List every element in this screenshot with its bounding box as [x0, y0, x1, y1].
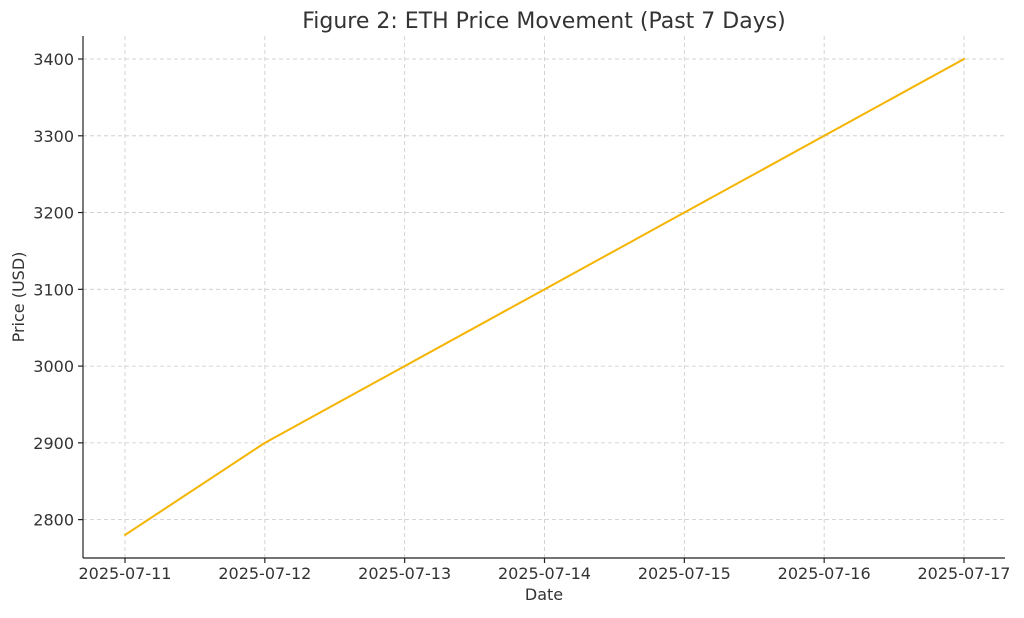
y-axis-title: Price (USD): [9, 252, 28, 343]
y-tick-label: 3300: [33, 127, 74, 146]
price-series-line: [124, 58, 965, 536]
x-tick-label: 2025-07-15: [638, 564, 731, 583]
x-tick-label: 2025-07-17: [918, 564, 1011, 583]
x-tick-label: 2025-07-16: [778, 564, 871, 583]
grid: [83, 36, 1005, 558]
y-tick-label: 2800: [33, 511, 74, 530]
chart-title: Figure 2: ETH Price Movement (Past 7 Day…: [302, 9, 786, 34]
x-axis-title: Date: [525, 585, 563, 604]
x-tick-label: 2025-07-14: [498, 564, 591, 583]
x-tick-label: 2025-07-12: [218, 564, 311, 583]
y-tick-label: 2900: [33, 434, 74, 453]
y-ticks: 2800 2900 3000 3100 3200 3300 3400: [33, 50, 83, 530]
y-tick-label: 3100: [33, 280, 74, 299]
y-tick-label: 3200: [33, 204, 74, 223]
x-tick-label: 2025-07-13: [358, 564, 451, 583]
axes: [82, 36, 1005, 559]
series: [124, 58, 965, 536]
y-tick-label: 3000: [33, 357, 74, 376]
x-tick-label: 2025-07-11: [79, 564, 172, 583]
y-tick-label: 3400: [33, 50, 74, 69]
x-ticks: 2025-07-11 2025-07-12 2025-07-13 2025-07-14…: [79, 558, 1011, 583]
